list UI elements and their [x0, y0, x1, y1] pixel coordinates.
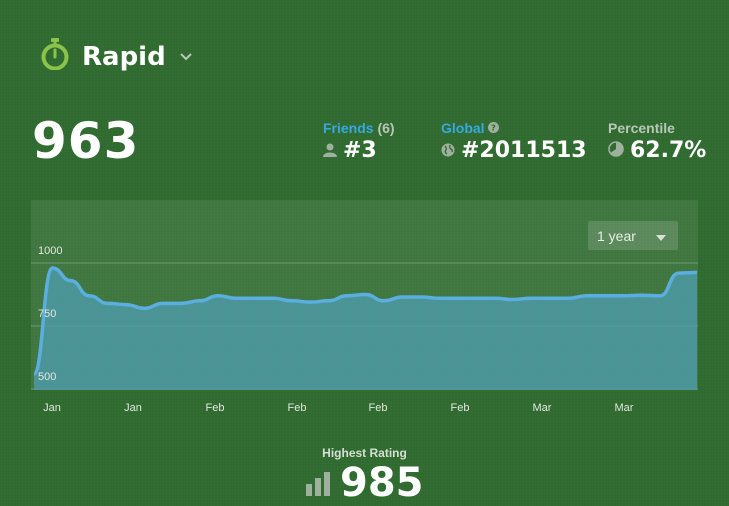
friends-label[interactable]: Friends	[323, 120, 374, 136]
time-range-select[interactable]: 1 year	[588, 221, 678, 250]
y-tick-750: 750	[38, 308, 57, 320]
rating-chart	[31, 262, 698, 390]
global-label[interactable]: Global	[441, 120, 485, 136]
x-tick-label: Jan	[124, 402, 142, 414]
friends-rank: #3	[343, 138, 377, 163]
percentile-value: 62.7%	[630, 138, 707, 163]
highest-rating-label: Highest Rating	[322, 446, 407, 460]
rating-line	[32, 266, 698, 376]
x-tick-label: Mar	[532, 402, 552, 414]
global-rank: #2011513	[461, 138, 587, 163]
x-tick-label: Feb	[205, 402, 225, 414]
stopwatch-icon	[40, 38, 70, 75]
user-icon	[323, 138, 337, 163]
x-tick-label: Feb	[450, 402, 470, 414]
pie-chart-icon	[608, 138, 624, 163]
bar-chart-icon	[306, 460, 332, 506]
svg-text:?: ?	[492, 124, 497, 133]
percentile-stat: Percentile 62.7%	[608, 120, 706, 163]
globe-icon	[441, 138, 455, 163]
global-stat[interactable]: Global ? #2011513	[441, 120, 587, 163]
help-icon[interactable]: ?	[488, 120, 500, 136]
time-range-value: 1 year	[597, 227, 636, 244]
caret-down-icon	[656, 228, 666, 244]
mode-title[interactable]: Rapid	[82, 41, 166, 72]
friends-count: (6)	[377, 120, 395, 136]
percentile-label: Percentile	[608, 120, 675, 136]
x-tick-label: Jan	[43, 402, 61, 414]
x-tick-label: Mar	[614, 402, 634, 414]
mode-header[interactable]: Rapid	[40, 38, 192, 75]
chevron-down-icon[interactable]	[179, 48, 192, 66]
highest-rating: 985	[306, 460, 424, 506]
y-tick-1000: 1000	[38, 245, 63, 257]
friends-stat[interactable]: Friends (6) #3	[323, 120, 395, 163]
y-tick-500: 500	[38, 371, 57, 383]
highest-rating-value: 985	[340, 460, 424, 506]
rating-area	[34, 268, 697, 390]
x-tick-label: Feb	[287, 402, 307, 414]
x-tick-label: Feb	[368, 402, 388, 414]
current-rating: 963	[32, 112, 140, 170]
